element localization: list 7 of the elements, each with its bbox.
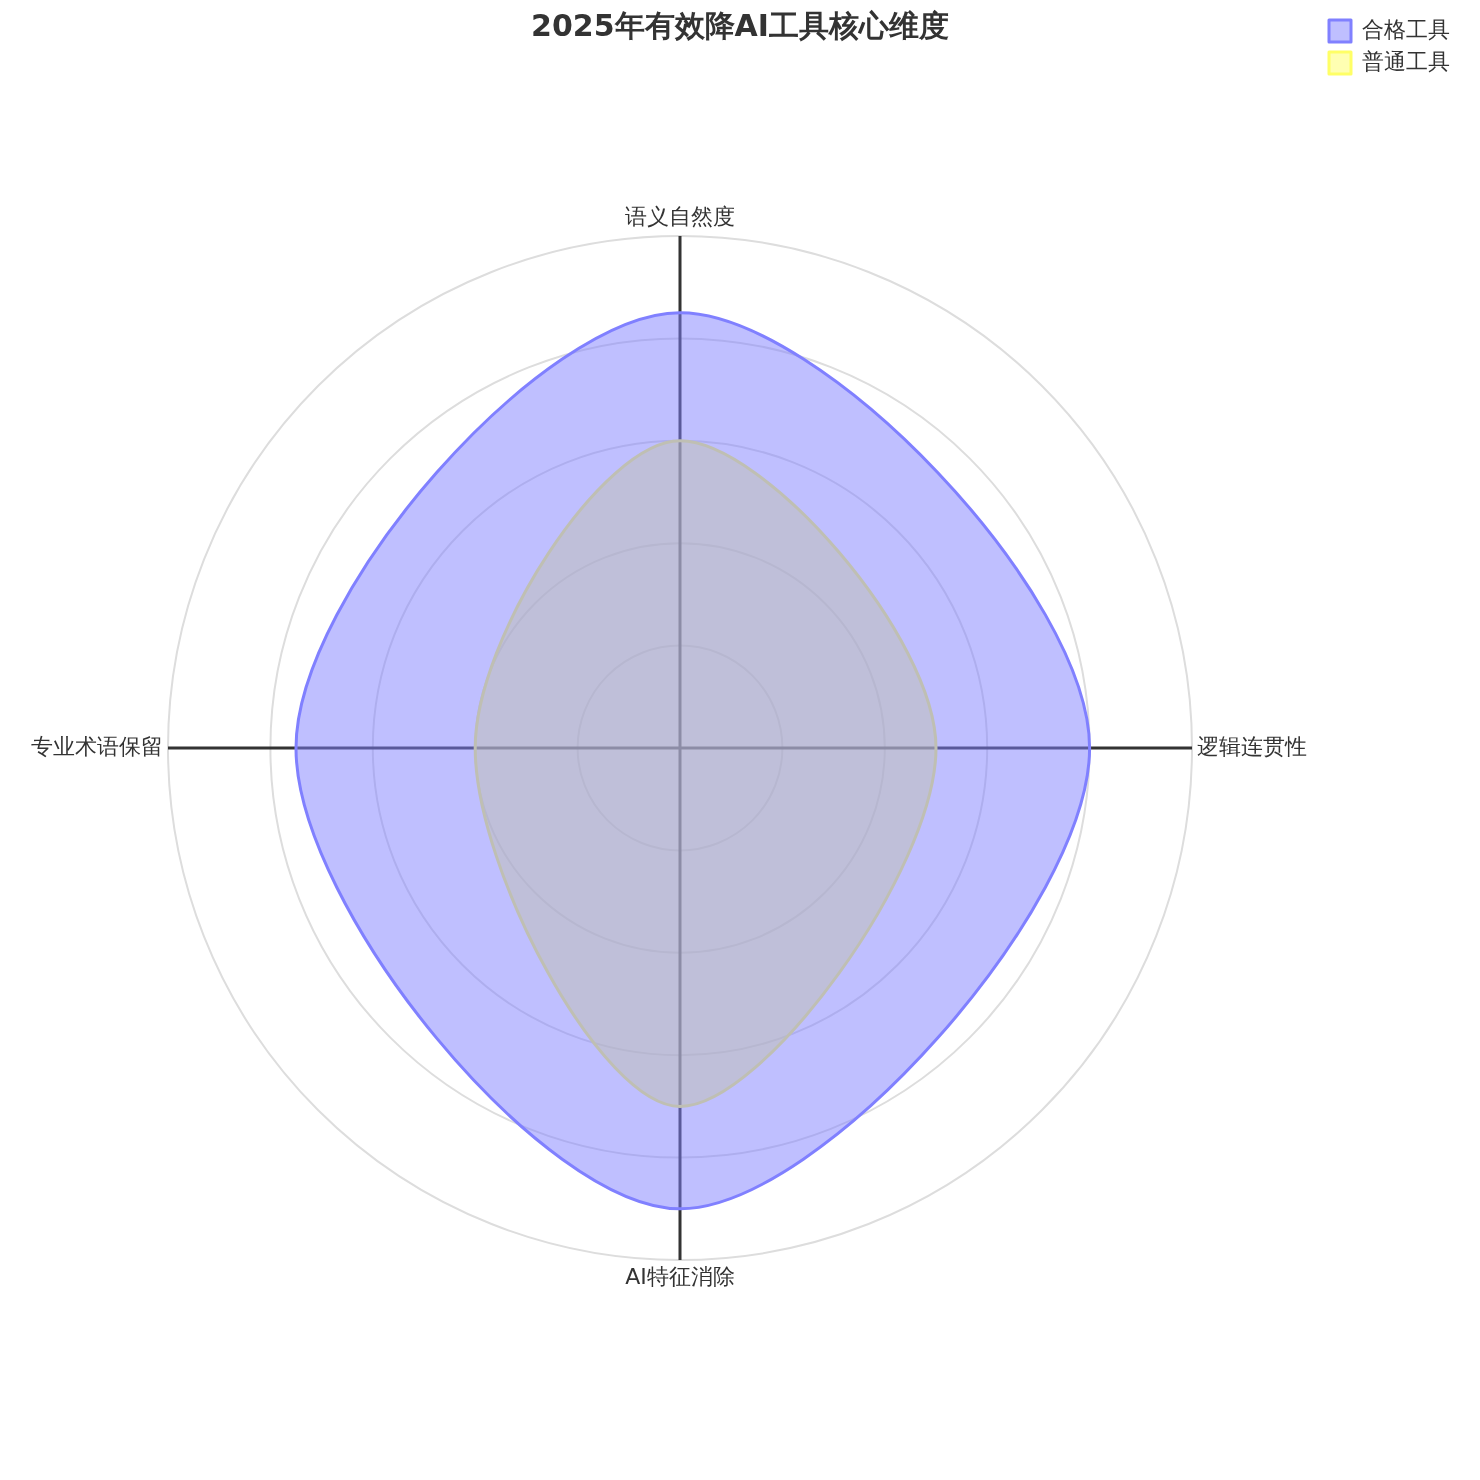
spoke-label: 语义自然度 — [625, 203, 735, 229]
spoke-label: 逻辑连贯性 — [1197, 733, 1307, 759]
chart-title: 2025年有效降AI工具核心维度 — [531, 7, 949, 43]
legend-label: 普通工具 — [1362, 48, 1450, 74]
spoke-label: AI特征消除 — [625, 1263, 735, 1289]
spoke-label: 专业术语保留 — [31, 733, 163, 759]
legend-label: 合格工具 — [1362, 16, 1450, 42]
